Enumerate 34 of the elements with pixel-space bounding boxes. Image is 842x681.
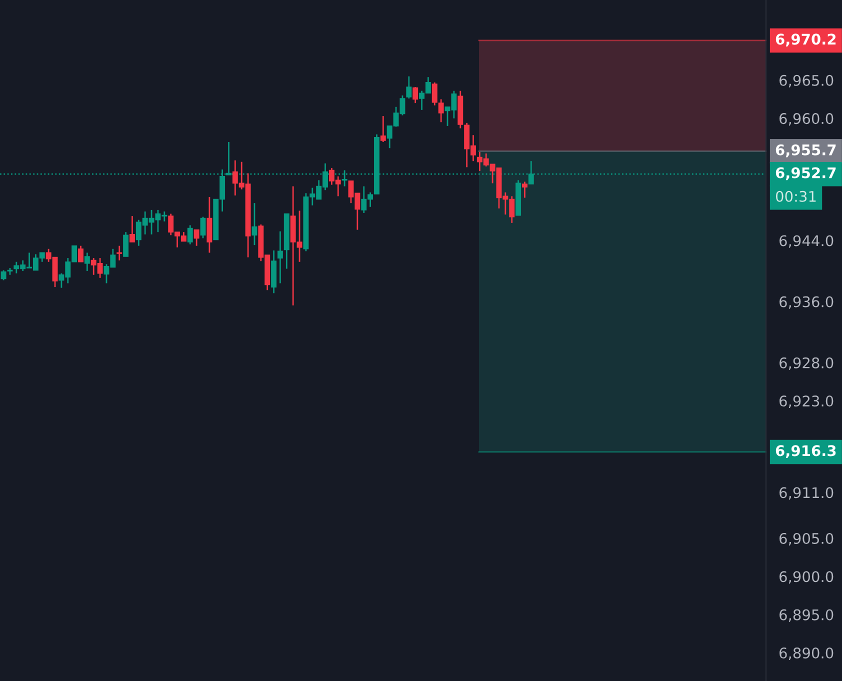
candlestick [252, 202, 258, 246]
candlestick [129, 215, 135, 243]
y-tick-label: 6,960.0 [780, 113, 834, 126]
y-tick-label: 6,911.0 [780, 487, 834, 500]
y-tick-label: 6,895.0 [780, 609, 834, 622]
candlestick [194, 229, 200, 247]
candlestick [522, 181, 528, 198]
candlestick [412, 86, 418, 104]
candlestick [432, 82, 438, 106]
candlestick [200, 216, 206, 239]
candlestick [116, 245, 122, 262]
candlestick [0, 270, 6, 281]
candlestick [187, 224, 193, 245]
y-tick-label: 6,928.0 [780, 357, 834, 370]
candlestick [277, 230, 283, 284]
candlestick [206, 196, 212, 254]
ref-line-label: 6,916.3 [776, 445, 836, 458]
text: 00:31 [776, 190, 816, 202]
y-tick-label: 6,936.0 [780, 296, 834, 309]
y-tick-label: 6,890.0 [780, 647, 834, 660]
candlestick [380, 115, 386, 143]
candlestick [78, 245, 84, 263]
ref-line-label: 6,952.7 [776, 167, 836, 180]
ref-line-label: 6,970.2 [776, 34, 836, 47]
candlestick [84, 252, 90, 272]
y-tick-label: 6,944.0 [780, 235, 834, 248]
y-tick-label: 6,900.0 [780, 571, 834, 584]
y-tick-label: 6,905.0 [780, 532, 834, 546]
y-tick-label: 6,923.0 [780, 396, 834, 408]
y-tick-label: 6,965.0 [780, 74, 834, 88]
candlestick [438, 98, 444, 123]
candlestick [406, 76, 412, 100]
candlestick [123, 231, 129, 258]
ref-line-label: 6,955.7 [776, 144, 836, 158]
